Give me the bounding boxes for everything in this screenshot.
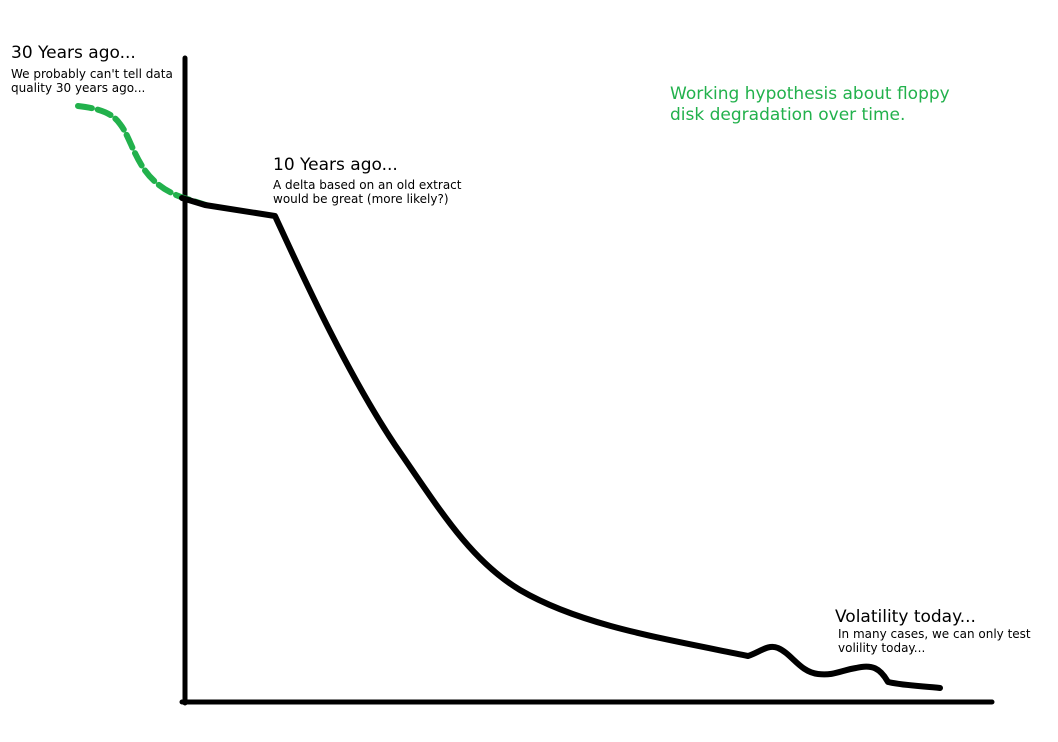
- ten-years-note-line2: would be great (more likely?): [273, 192, 449, 206]
- hypothesis-line1: Working hypothesis about floppy: [670, 84, 950, 104]
- today-note-line2: volility today...: [838, 641, 926, 655]
- hypothesis-line2: disk degradation over time.: [670, 105, 906, 125]
- speculative-curve: [75, 103, 209, 208]
- thirty-years-note-line1: We probably can't tell data: [11, 67, 173, 81]
- thirty-years-heading: 30 Years ago...: [11, 43, 136, 63]
- degradation-curve: [179, 195, 943, 691]
- hypothesis-title: Working hypothesis about floppy disk deg…: [670, 84, 990, 126]
- today-heading: Volatility today...: [835, 607, 976, 627]
- today-note-line1: In many cases, we can only test: [838, 627, 1031, 641]
- ten-years-note-line1: A delta based on an old extract: [273, 178, 462, 192]
- ten-years-heading: 10 Years ago...: [273, 155, 398, 175]
- thirty-years-note-line2: quality 30 years ago...: [11, 81, 146, 95]
